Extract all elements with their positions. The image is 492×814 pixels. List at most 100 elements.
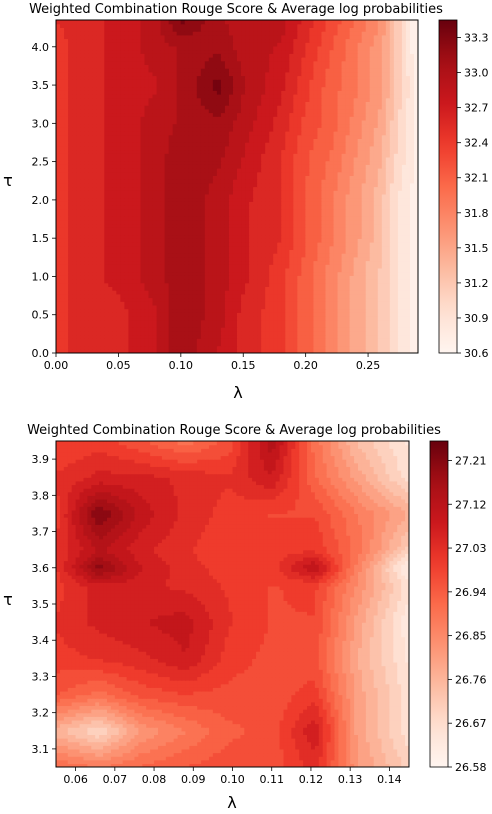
heatmap-cell — [237, 201, 242, 206]
heatmap-cell — [265, 171, 270, 176]
heatmap-cell — [228, 212, 234, 217]
heatmap-cell — [192, 286, 198, 291]
heatmap-cell — [313, 186, 319, 191]
heatmap-cell — [132, 312, 138, 317]
heatmap-cell — [261, 264, 266, 269]
heatmap-cell — [128, 242, 134, 247]
heatmap-cell — [116, 308, 121, 313]
heatmap-cell — [100, 290, 105, 295]
heatmap-cell — [204, 216, 210, 221]
heatmap-cell — [216, 223, 222, 228]
heatmap-cell — [253, 149, 258, 154]
heatmap-cell — [269, 279, 274, 284]
heatmap-cell — [208, 330, 214, 336]
heatmap-cell — [281, 308, 286, 313]
heatmap-cell — [108, 349, 113, 353]
heatmap-cell — [257, 282, 262, 287]
heatmap-cell — [148, 145, 154, 151]
heatmap-cell — [277, 168, 282, 173]
heatmap-cell — [100, 201, 105, 206]
heatmap-cell — [148, 212, 154, 217]
heatmap-cell — [208, 145, 214, 151]
heatmap-cell — [253, 290, 258, 295]
heatmap-cell — [56, 275, 61, 280]
heatmap-cell — [180, 168, 186, 173]
heatmap-cell — [108, 223, 113, 228]
heatmap-cell — [140, 312, 146, 317]
heatmap-cell — [196, 286, 202, 291]
heatmap-cell — [148, 223, 154, 228]
heatmap-cell — [96, 156, 101, 162]
heatmap-cell — [72, 168, 77, 173]
heatmap-cell — [132, 330, 138, 336]
heatmap-cell — [273, 153, 278, 158]
heatmap-cell — [76, 286, 81, 291]
heatmap-cell — [228, 179, 234, 184]
heatmap-cell — [228, 153, 234, 158]
heatmap-cell — [164, 330, 170, 336]
heatmap-cell — [132, 238, 138, 243]
heatmap-cell — [76, 223, 81, 228]
heatmap-cell — [88, 201, 93, 206]
heatmap-cell — [337, 219, 343, 225]
heatmap-cell — [68, 156, 73, 162]
heatmap-cell — [333, 201, 339, 206]
heatmap-cell — [104, 338, 109, 343]
heatmap-cell — [164, 193, 170, 199]
heatmap-cell — [172, 156, 178, 162]
heatmap-cell — [92, 175, 97, 180]
heatmap-cell — [212, 234, 218, 239]
heatmap-cell — [313, 349, 319, 353]
heatmap-cell — [353, 205, 359, 210]
heatmap-cell — [289, 327, 294, 332]
heatmap-cell — [176, 345, 182, 350]
heatmap-cell — [212, 216, 218, 221]
heatmap-cell — [180, 197, 186, 202]
heatmap-cell — [265, 245, 270, 250]
heatmap-cell — [172, 234, 178, 239]
heatmap-cell — [120, 264, 125, 269]
heatmap-cell — [224, 260, 230, 265]
heatmap-cell — [228, 327, 234, 332]
heatmap-cell — [96, 145, 101, 151]
heatmap-cell — [285, 230, 290, 236]
heatmap-cell — [164, 179, 170, 184]
heatmap-cell — [325, 153, 331, 158]
heatmap-cell — [224, 327, 230, 332]
heatmap-cell — [204, 349, 210, 353]
heatmap-cell — [281, 316, 286, 321]
heatmap-cell — [88, 234, 93, 239]
heatmap-cell — [381, 153, 387, 158]
heatmap-cell — [56, 156, 61, 162]
heatmap-cell — [413, 323, 418, 328]
heatmap-cell — [245, 216, 250, 221]
heatmap-cell — [385, 330, 391, 336]
heatmap-cell — [212, 338, 218, 343]
heatmap-cell — [184, 149, 190, 154]
heatmap-cell — [164, 156, 170, 162]
heatmap-cell — [148, 293, 154, 299]
heatmap-cell — [245, 319, 250, 324]
heatmap-cell — [96, 190, 101, 195]
heatmap-cell — [184, 319, 190, 324]
heatmap-cell — [289, 205, 294, 210]
heatmap-cell — [96, 230, 101, 236]
heatmap-cell — [116, 334, 121, 339]
heatmap-cell — [148, 341, 154, 347]
heatmap-cell — [309, 290, 315, 295]
heatmap-cell — [301, 256, 306, 262]
heatmap-cell — [180, 160, 186, 165]
heatmap-cell — [389, 168, 395, 173]
heatmap-cell — [409, 227, 415, 232]
heatmap-cell — [152, 349, 158, 353]
heatmap-cell — [405, 197, 411, 202]
heatmap-cell — [72, 216, 77, 221]
heatmap-cell — [228, 279, 234, 284]
heatmap-cell — [64, 338, 69, 343]
heatmap-cell — [100, 301, 105, 306]
heatmap-cell — [64, 323, 69, 328]
heatmap-cell — [237, 171, 242, 176]
heatmap-cell — [409, 304, 415, 310]
heatmap-cell — [56, 304, 61, 310]
heatmap-cell — [241, 227, 246, 232]
